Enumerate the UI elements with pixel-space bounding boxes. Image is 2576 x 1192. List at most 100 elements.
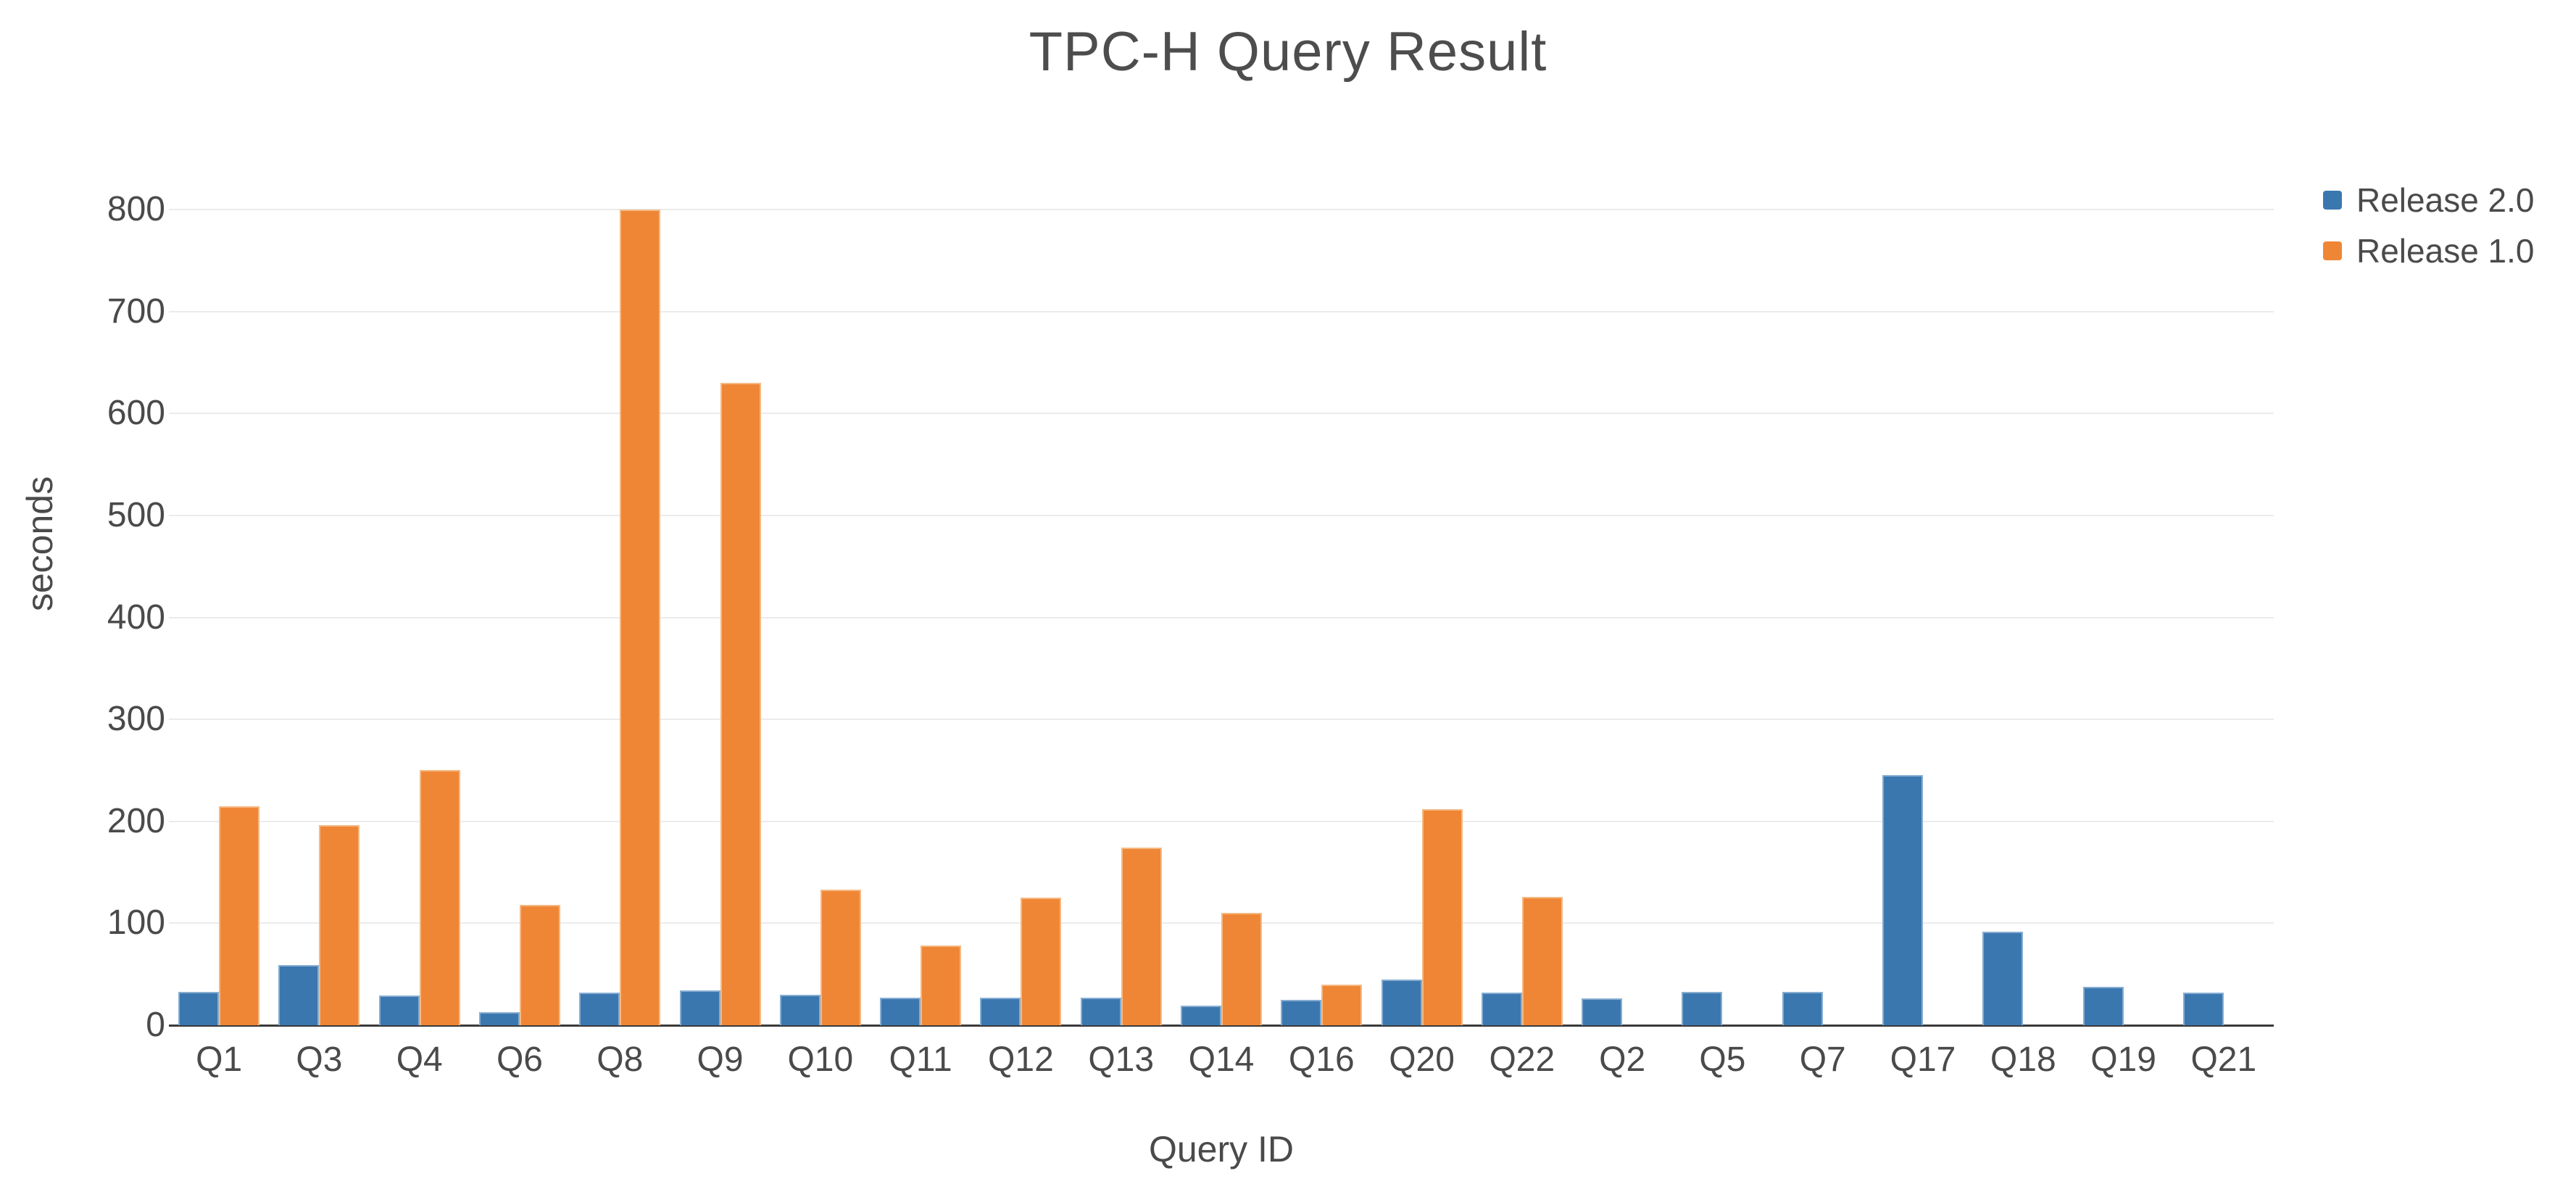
gridline-500: [169, 514, 2274, 516]
x-tick-label-Q4: Q4: [396, 1040, 443, 1079]
bar-Q19-release-2-0: [2082, 986, 2124, 1025]
bar-Q11-release-2-0: [880, 998, 921, 1025]
x-tick-label-Q17: Q17: [1890, 1040, 1956, 1079]
bar-group-Q6: [470, 210, 570, 1025]
bar-group-Q17: [1873, 210, 1973, 1025]
bar-Q1-release-2-0: [178, 991, 220, 1025]
gridline-400: [169, 616, 2274, 618]
x-tick-label-Q1: Q1: [196, 1040, 243, 1079]
y-tick-label-0: 0: [146, 1006, 165, 1044]
bar-Q12-release-2-0: [980, 998, 1021, 1025]
legend-label: Release 1.0: [2356, 232, 2535, 270]
x-tick-label-Q12: Q12: [988, 1040, 1054, 1079]
bar-Q13-release-2-0: [1080, 998, 1121, 1025]
bar-Q22-release-1-0: [1521, 896, 1563, 1025]
bar-group-Q4: [370, 210, 470, 1025]
bar-group-Q1: [169, 210, 269, 1025]
bar-group-Q20: [1371, 210, 1471, 1025]
bar-Q4-release-2-0: [378, 996, 420, 1025]
gridline-600: [169, 413, 2274, 415]
x-tick-label-Q18: Q18: [1990, 1040, 2056, 1079]
chart-legend: Release 2.0 Release 1.0: [2323, 183, 2535, 284]
bar-group-Q22: [1472, 210, 1572, 1025]
y-tick-label-300: 300: [107, 700, 165, 739]
bar-group-Q12: [971, 210, 1071, 1025]
x-tick-label-Q8: Q8: [597, 1040, 644, 1079]
x-axis-title: Query ID: [1148, 1129, 1295, 1170]
bar-group-Q2: [1572, 210, 1672, 1025]
bar-group-Q11: [871, 210, 971, 1025]
bar-group-Q18: [1973, 210, 2073, 1025]
x-tick-label-Q16: Q16: [1288, 1040, 1355, 1079]
bar-Q3-release-1-0: [319, 825, 360, 1025]
bar-group-Q3: [269, 210, 369, 1025]
bar-Q6-release-2-0: [478, 1011, 520, 1025]
x-tick-label-Q9: Q9: [697, 1040, 744, 1079]
bar-group-Q7: [1773, 210, 1873, 1025]
x-tick-label-Q3: Q3: [296, 1040, 343, 1079]
x-tick-label-Q22: Q22: [1489, 1040, 1555, 1079]
x-tick-label-Q10: Q10: [787, 1040, 854, 1079]
y-tick-label-200: 200: [107, 801, 165, 840]
bar-Q8-release-1-0: [620, 210, 661, 1025]
bar-group-Q10: [770, 210, 871, 1025]
bar-Q22-release-2-0: [1481, 993, 1522, 1025]
y-tick-label-400: 400: [107, 597, 165, 637]
bar-group-Q14: [1171, 210, 1271, 1025]
chart-title: TPC-H Query Result: [1029, 21, 1547, 83]
bar-Q10-release-1-0: [820, 889, 861, 1025]
legend-item-release-2-0: Release 2.0: [2323, 183, 2535, 218]
bar-Q5-release-2-0: [1682, 991, 1723, 1025]
bar-group-Q16: [1271, 210, 1371, 1025]
bar-Q3-release-2-0: [278, 965, 320, 1025]
y-tick-label-100: 100: [107, 903, 165, 943]
bar-Q13-release-1-0: [1121, 848, 1162, 1025]
gridline-300: [169, 719, 2274, 721]
bar-Q7-release-2-0: [1782, 991, 1823, 1025]
bar-Q12-release-1-0: [1021, 898, 1062, 1025]
bar-group-Q13: [1071, 210, 1171, 1025]
y-tick-label-500: 500: [107, 495, 165, 534]
gridline-800: [169, 209, 2274, 210]
y-tick-label-600: 600: [107, 394, 165, 433]
y-tick-label-700: 700: [107, 291, 165, 331]
bar-group-Q5: [1672, 210, 1772, 1025]
x-tick-label-Q21: Q21: [2190, 1040, 2257, 1079]
x-tick-label-Q5: Q5: [1699, 1040, 1746, 1079]
bar-Q2-release-2-0: [1582, 998, 1623, 1025]
bar-Q17-release-2-0: [1882, 775, 1923, 1025]
bar-Q6-release-1-0: [519, 905, 560, 1025]
bar-Q16-release-1-0: [1321, 984, 1363, 1025]
bar-Q16-release-2-0: [1281, 999, 1322, 1025]
gridline-700: [169, 310, 2274, 313]
bar-Q18-release-2-0: [1982, 931, 2024, 1025]
bar-group-Q8: [570, 210, 670, 1025]
bar-Q9-release-2-0: [679, 990, 720, 1025]
legend-label: Release 2.0: [2356, 181, 2535, 219]
x-tick-label-Q14: Q14: [1188, 1040, 1255, 1079]
bar-Q20-release-1-0: [1421, 808, 1463, 1025]
x-tick-label-Q11: Q11: [889, 1040, 952, 1079]
gridline-200: [169, 820, 2274, 822]
x-axis-tick-labels: Q1 Q3 Q4 Q6 Q8 Q9 Q10 Q11 Q12 Q13 Q14 Q16 Q20 Q22 Q2 Q5…: [169, 1040, 2274, 1090]
bar-Q14-release-2-0: [1180, 1006, 1221, 1025]
bar-Q1-release-1-0: [219, 806, 260, 1025]
x-axis-line: [169, 1025, 2274, 1027]
x-tick-label-Q7: Q7: [1799, 1040, 1846, 1079]
legend-swatch-icon: [2323, 241, 2342, 260]
bar-group-Q21: [2174, 210, 2274, 1025]
x-tick-label-Q6: Q6: [496, 1040, 543, 1079]
legend-item-release-1-0: Release 1.0: [2323, 233, 2535, 268]
legend-swatch-icon: [2323, 191, 2342, 210]
bar-group-Q19: [2073, 210, 2173, 1025]
bar-Q8-release-2-0: [579, 993, 620, 1025]
bar-Q21-release-2-0: [2182, 993, 2224, 1025]
x-tick-label-Q2: Q2: [1599, 1040, 1646, 1079]
bar-Q10-release-2-0: [779, 994, 820, 1025]
y-axis-tick-labels: 0 100 200 300 400 500 600 700 800: [0, 192, 165, 1043]
bar-Q20-release-2-0: [1381, 979, 1422, 1025]
bar-Q11-release-1-0: [921, 945, 962, 1025]
x-tick-label-Q20: Q20: [1389, 1040, 1455, 1079]
bar-group-Q9: [670, 210, 770, 1025]
